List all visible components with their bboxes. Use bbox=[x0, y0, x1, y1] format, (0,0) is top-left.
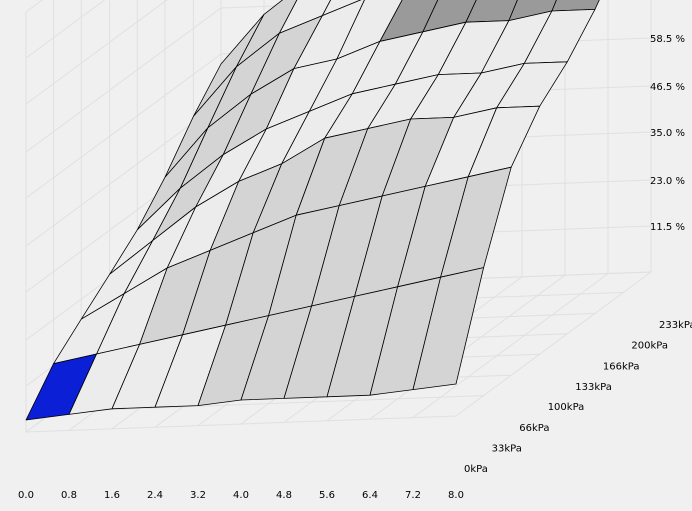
y-tick-label: 0kPa bbox=[464, 464, 488, 475]
y-tick-label: 200kPa bbox=[631, 340, 668, 351]
floor-gridline bbox=[412, 273, 609, 419]
side-wall-gridline bbox=[25, 0, 106, 59]
y-tick-label: 166kPa bbox=[603, 361, 640, 372]
z-tick-label: 35.0 % bbox=[650, 128, 685, 139]
x-tick-label: 2.4 bbox=[147, 490, 163, 501]
floor-gridline bbox=[53, 395, 484, 413]
side-wall-gridline bbox=[25, 7, 222, 153]
x-tick-label: 4.0 bbox=[233, 490, 249, 501]
floor-gridline bbox=[25, 415, 457, 433]
z-tick-label: 46.5 % bbox=[650, 82, 685, 93]
floor-gridline bbox=[369, 274, 566, 420]
x-tick-label: 6.4 bbox=[362, 490, 378, 501]
x-tick-label: 1.6 bbox=[104, 490, 120, 501]
surface-layer bbox=[25, 0, 600, 421]
side-wall-gridline bbox=[25, 0, 168, 105]
y-tick-label: 133kPa bbox=[575, 382, 612, 393]
y-tick-label: 33kPa bbox=[492, 444, 522, 455]
z-tick-label: 23.0 % bbox=[650, 176, 685, 187]
floor-gridline bbox=[455, 271, 652, 417]
x-tick-label: 7.2 bbox=[405, 490, 421, 501]
y-tick-label: 100kPa bbox=[548, 402, 585, 413]
y-tick-label: 233kPa bbox=[659, 320, 692, 331]
x-tick-label: 0.0 bbox=[18, 490, 34, 501]
x-tick-label: 5.6 bbox=[319, 490, 335, 501]
side-wall-gridline bbox=[25, 53, 222, 199]
x-tick-label: 4.8 bbox=[276, 490, 292, 501]
x-tick-label: 3.2 bbox=[190, 490, 206, 501]
z-tick-label: 58.5 % bbox=[650, 34, 685, 45]
ticks-layer: 0.0 0.8 1.6 2.4 3.2 4.0 4.8 5.6 6.4 7.2 8.0 0kPa 33k… bbox=[18, 34, 692, 501]
x-tick-label: 8.0 bbox=[448, 490, 464, 501]
y-tick-label: 66kPa bbox=[519, 423, 549, 434]
x-tick-label: 0.8 bbox=[61, 490, 77, 501]
surface-cell bbox=[412, 267, 485, 391]
side-wall-gridline bbox=[25, 0, 44, 13]
z-tick-label: 11.5 % bbox=[650, 222, 685, 233]
